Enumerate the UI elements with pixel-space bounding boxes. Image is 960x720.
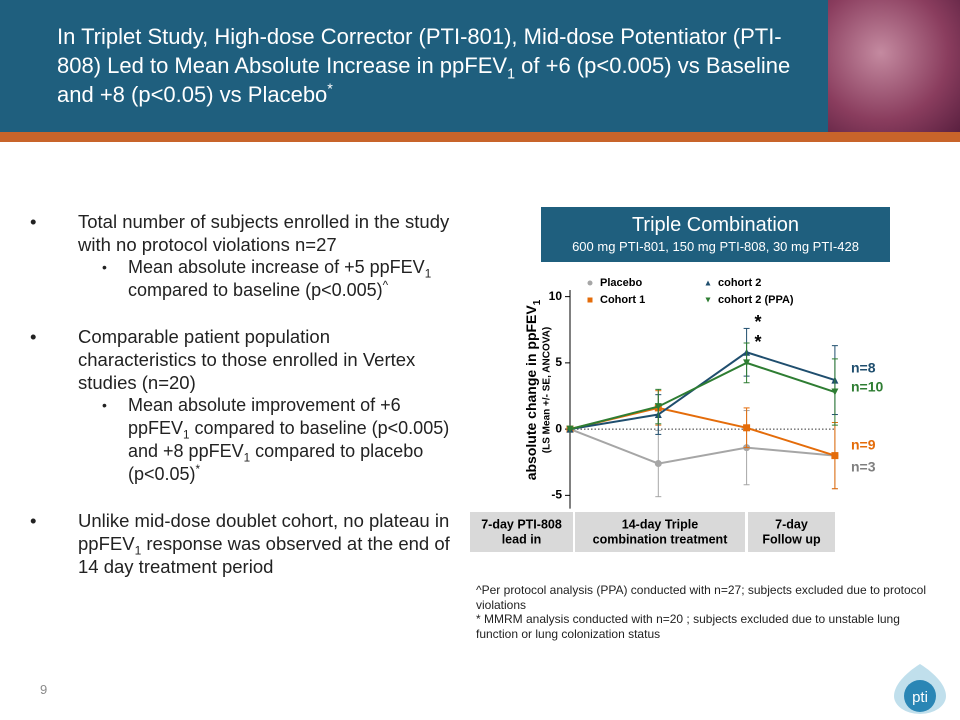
footnote: * MMRM analysis conducted with n=20 ; su… xyxy=(476,612,900,641)
subscript: 1 xyxy=(424,267,432,281)
phase-box xyxy=(575,512,745,552)
subscript: 1 xyxy=(183,428,190,442)
subscript: 1 xyxy=(507,66,516,83)
logo: pti xyxy=(894,664,946,714)
n-label: n=3 xyxy=(851,459,876,475)
phase-label: 14-day Triple xyxy=(622,517,698,531)
point xyxy=(743,424,751,432)
y-tick-label: 0 xyxy=(555,421,562,435)
phase-box xyxy=(748,512,835,552)
bullet-item: Mean absolute improvement of +6 ppFEV1 c… xyxy=(30,394,450,486)
n-label: n=9 xyxy=(851,437,876,453)
subscript: 1 xyxy=(134,543,142,558)
point xyxy=(743,359,751,367)
phase-box xyxy=(470,512,573,552)
text-run: Mean absolute increase of +5 ppFEV xyxy=(128,257,425,277)
header-image xyxy=(828,0,960,132)
subscript: 1 xyxy=(243,451,251,465)
text-run: Mean absolute improvement of +6 ppFEV xyxy=(128,395,401,438)
supscript: * xyxy=(327,81,333,98)
series-line xyxy=(569,406,836,457)
legend-label: Cohort 1 xyxy=(600,294,645,306)
y-tick-label: 10 xyxy=(549,289,563,303)
point xyxy=(654,460,662,468)
legend-marker xyxy=(587,297,593,303)
point xyxy=(831,388,839,396)
text-run: compared to baseline (p<0.005) xyxy=(128,280,383,300)
phase-label: combination treatment xyxy=(593,532,729,546)
y-tick-label: -5 xyxy=(551,488,562,502)
point xyxy=(831,452,839,460)
page-number: 9 xyxy=(40,682,48,697)
header-stripe xyxy=(0,132,960,142)
bullet-item: Mean absolute increase of +5 ppFEV1 comp… xyxy=(30,256,450,302)
legend-label: Placebo xyxy=(600,277,642,289)
series-line xyxy=(569,351,836,431)
bullet-item: Comparable patient population characteri… xyxy=(30,325,450,394)
supscript: * xyxy=(195,463,201,476)
text-run: Total number of subjects enrolled in the… xyxy=(78,211,450,255)
phase-label: 7-day xyxy=(775,517,808,531)
y-label-run: 1 xyxy=(532,299,543,305)
y-axis-label: absolute change in ppFEV1 xyxy=(523,299,543,480)
y-axis-sublabel: (LS Mean +/- SE, ANCOVA) xyxy=(542,327,553,453)
bullet-item: Total number of subjects enrolled in the… xyxy=(30,210,450,256)
point xyxy=(566,425,574,433)
phase-label: 7-day PTI-808 xyxy=(481,517,562,531)
bullet-item: Unlike mid-dose doublet cohort, no plate… xyxy=(30,509,450,578)
text-run: compared to baseline (p<0.005) and +8 pp… xyxy=(128,418,450,461)
legend-label: cohort 2 xyxy=(718,277,761,289)
header-band xyxy=(0,0,960,132)
n-label: n=10 xyxy=(851,379,884,395)
n-label: n=8 xyxy=(851,360,876,376)
text-run: response was observed at the end of 14 d… xyxy=(78,533,450,577)
legend-marker xyxy=(705,280,711,286)
series-line xyxy=(569,361,836,431)
text-run: In Triplet Study, High-dose Corrector (P… xyxy=(57,24,782,78)
series-line xyxy=(569,428,835,465)
phase-label: lead in xyxy=(502,532,542,546)
logo-circle xyxy=(904,680,936,712)
panel-subtitle: 600 mg PTI-801, 150 mg PTI-808, 30 mg PT… xyxy=(572,239,859,254)
slide-title: In Triplet Study, High-dose Corrector (P… xyxy=(57,22,817,109)
footnote: ^Per protocol analysis (PPA) conducted w… xyxy=(476,583,926,612)
significance-mark: * xyxy=(754,332,761,352)
text-run: of +6 (p<0.005) vs Baseline and +8 (p<0.… xyxy=(57,53,791,107)
phase-label: Follow up xyxy=(762,532,821,546)
point xyxy=(654,403,662,411)
panel-title: Triple Combination xyxy=(631,214,800,236)
legend-label: cohort 2 (PPA) xyxy=(718,294,794,306)
legend-marker xyxy=(587,280,593,286)
legend-marker xyxy=(705,297,711,303)
logo-text: pti xyxy=(912,689,928,706)
y-label-run: absolute change in ppFEV xyxy=(523,305,539,481)
footnotes: ^Per protocol analysis (PPA) conducted w… xyxy=(476,583,936,641)
panel: Triple Combination 600 mg PTI-801, 150 m… xyxy=(541,207,890,262)
supscript: ^ xyxy=(382,279,389,292)
y-tick-label: 5 xyxy=(555,355,562,369)
bullet-list: Total number of subjects enrolled in the… xyxy=(30,210,450,578)
text-run: compared to placebo (p<0.05) xyxy=(128,441,424,484)
significance-mark: * xyxy=(754,312,761,332)
text-run: Unlike mid-dose doublet cohort, no plate… xyxy=(78,510,450,554)
text-run: Comparable patient population characteri… xyxy=(78,326,416,393)
